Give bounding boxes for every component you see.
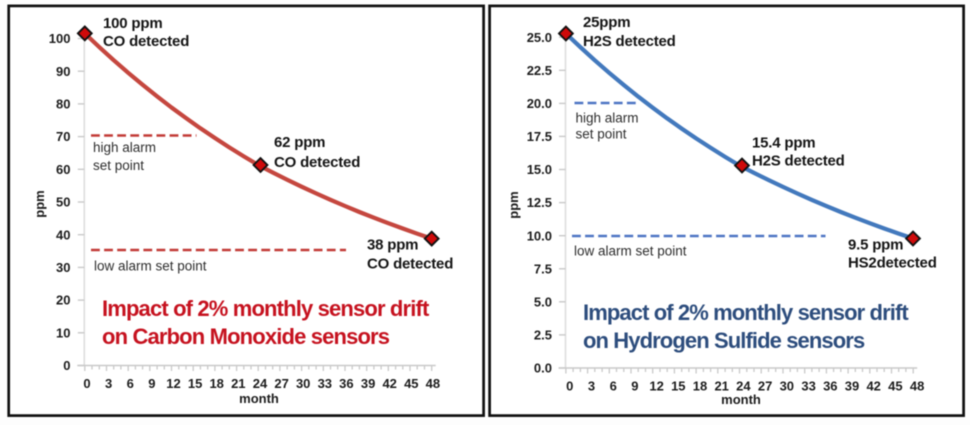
svg-text:5.0: 5.0 <box>534 294 552 309</box>
svg-text:CO detected: CO detected <box>274 154 360 171</box>
svg-text:100: 100 <box>49 31 71 46</box>
svg-text:38 ppm: 38 ppm <box>367 237 418 254</box>
svg-text:36: 36 <box>823 378 837 393</box>
svg-text:27: 27 <box>274 376 288 391</box>
svg-text:30: 30 <box>780 378 794 393</box>
svg-text:12: 12 <box>649 378 663 393</box>
svg-text:62 ppm: 62 ppm <box>274 134 325 151</box>
svg-text:17.5: 17.5 <box>527 129 552 144</box>
svg-text:15.0: 15.0 <box>527 162 552 177</box>
svg-text:27: 27 <box>758 378 772 393</box>
svg-text:15: 15 <box>671 378 685 393</box>
svg-text:45: 45 <box>888 378 902 393</box>
svg-text:Impact of 2% monthly sensor dr: Impact of 2% monthly sensor drift <box>102 296 430 321</box>
svg-text:42: 42 <box>866 378 880 393</box>
svg-text:22.5: 22.5 <box>527 63 552 78</box>
svg-text:10: 10 <box>56 325 70 340</box>
svg-text:set point: set point <box>576 127 627 142</box>
svg-text:45: 45 <box>404 376 418 391</box>
svg-text:month: month <box>239 391 279 406</box>
svg-text:ppm: ppm <box>506 191 521 218</box>
svg-text:9: 9 <box>148 376 155 391</box>
svg-text:80: 80 <box>56 97 70 112</box>
svg-text:H2S detected: H2S detected <box>583 33 676 50</box>
svg-text:48: 48 <box>910 378 924 393</box>
svg-text:20: 20 <box>56 293 70 308</box>
svg-text:0: 0 <box>63 358 70 373</box>
svg-text:Impact of 2% monthly sensor dr: Impact of 2% monthly sensor drift <box>583 300 909 325</box>
svg-text:on Hydrogen Sulfide sensors: on Hydrogen Sulfide sensors <box>583 328 865 353</box>
svg-text:CO detected: CO detected <box>103 33 189 50</box>
svg-text:100 ppm: 100 ppm <box>103 15 162 32</box>
svg-text:33: 33 <box>318 376 332 391</box>
svg-text:9: 9 <box>631 378 638 393</box>
svg-text:ppm: ppm <box>32 190 47 217</box>
svg-text:40: 40 <box>56 227 70 242</box>
svg-text:30: 30 <box>296 376 310 391</box>
svg-text:CO detected: CO detected <box>367 256 453 273</box>
svg-text:6: 6 <box>610 378 617 393</box>
svg-text:10.0: 10.0 <box>527 228 552 243</box>
svg-text:50: 50 <box>56 195 70 210</box>
svg-text:42: 42 <box>382 376 396 391</box>
svg-text:month: month <box>721 392 761 407</box>
svg-text:39: 39 <box>361 376 375 391</box>
svg-text:24: 24 <box>736 378 751 393</box>
svg-text:12.5: 12.5 <box>527 195 552 210</box>
svg-text:high alarm: high alarm <box>93 140 156 155</box>
svg-text:25ppm: 25ppm <box>583 14 630 31</box>
svg-text:90: 90 <box>56 64 70 79</box>
svg-text:3: 3 <box>105 376 112 391</box>
svg-text:on Carbon Monoxide sensors: on Carbon Monoxide sensors <box>102 324 390 349</box>
svg-text:70: 70 <box>56 129 70 144</box>
svg-text:15.4 ppm: 15.4 ppm <box>752 135 815 152</box>
svg-text:15: 15 <box>188 376 202 391</box>
svg-text:21: 21 <box>231 376 245 391</box>
svg-text:18: 18 <box>209 376 223 391</box>
svg-text:39: 39 <box>845 378 859 393</box>
svg-text:low alarm set point: low alarm set point <box>574 244 687 259</box>
svg-text:36: 36 <box>339 376 353 391</box>
svg-text:0: 0 <box>566 378 573 393</box>
svg-text:48: 48 <box>426 376 440 391</box>
svg-text:low alarm set point: low alarm set point <box>94 259 207 274</box>
svg-text:set point: set point <box>93 158 144 173</box>
svg-text:60: 60 <box>56 162 70 177</box>
svg-text:0.0: 0.0 <box>534 361 552 376</box>
svg-text:6: 6 <box>127 376 134 391</box>
svg-text:20.0: 20.0 <box>527 96 552 111</box>
svg-text:7.5: 7.5 <box>534 261 552 276</box>
svg-text:3: 3 <box>588 378 595 393</box>
svg-text:33: 33 <box>801 378 815 393</box>
svg-text:21: 21 <box>714 378 728 393</box>
svg-text:9.5 ppm: 9.5 ppm <box>848 237 903 254</box>
svg-text:24: 24 <box>253 376 268 391</box>
svg-text:30: 30 <box>56 260 70 275</box>
svg-text:12: 12 <box>166 376 180 391</box>
svg-text:HS2detected: HS2detected <box>848 255 937 272</box>
svg-text:0: 0 <box>83 376 90 391</box>
svg-text:2.5: 2.5 <box>534 328 552 343</box>
svg-text:25.0: 25.0 <box>527 30 552 45</box>
svg-text:18: 18 <box>693 378 707 393</box>
svg-text:high alarm: high alarm <box>576 111 639 126</box>
svg-text:H2S detected: H2S detected <box>752 153 845 170</box>
